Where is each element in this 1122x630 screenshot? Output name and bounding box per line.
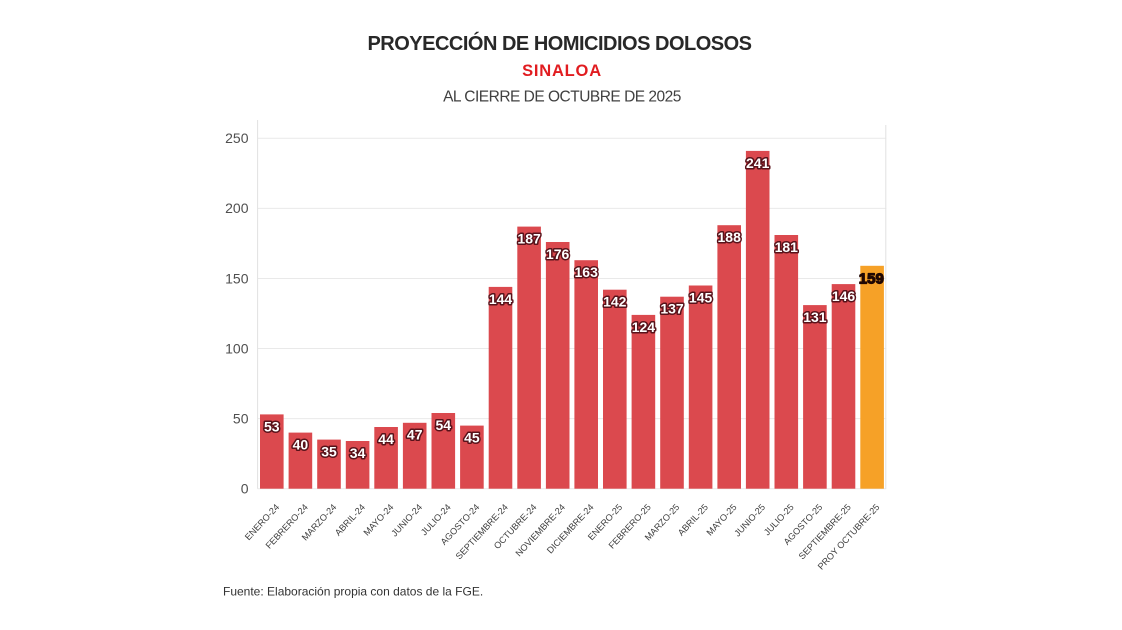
svg-text:146: 146 (832, 288, 856, 304)
svg-text:47: 47 (407, 427, 423, 443)
svg-text:AL CIERRE DE OCTUBRE DE 2025: AL CIERRE DE OCTUBRE DE 2025 (443, 88, 681, 105)
svg-text:142: 142 (603, 294, 627, 310)
svg-text:SINALOA: SINALOA (522, 62, 602, 80)
svg-text:241: 241 (746, 155, 770, 171)
svg-text:159: 159 (859, 270, 884, 287)
svg-text:100: 100 (225, 340, 249, 356)
svg-text:Fuente: Elaboración propia con: Fuente: Elaboración propia con datos de … (223, 585, 483, 599)
svg-text:0: 0 (241, 481, 249, 497)
svg-text:137: 137 (660, 301, 684, 317)
svg-text:PROYECCIÓN DE HOMICIDIOS DOLOS: PROYECCIÓN DE HOMICIDIOS DOLOSOS (367, 31, 751, 55)
svg-text:200: 200 (225, 200, 249, 216)
svg-text:250: 250 (225, 130, 249, 146)
svg-text:54: 54 (436, 417, 452, 433)
svg-text:163: 163 (575, 264, 599, 280)
svg-text:181: 181 (775, 239, 799, 255)
svg-text:145: 145 (689, 289, 713, 305)
svg-text:53: 53 (264, 418, 280, 434)
svg-text:176: 176 (546, 246, 570, 262)
svg-text:45: 45 (464, 430, 480, 446)
svg-text:34: 34 (350, 445, 366, 461)
svg-text:40: 40 (293, 437, 309, 453)
svg-text:131: 131 (803, 309, 827, 325)
svg-text:150: 150 (225, 270, 249, 286)
svg-text:50: 50 (233, 410, 249, 426)
svg-text:35: 35 (321, 444, 337, 460)
svg-text:124: 124 (632, 319, 656, 335)
svg-text:187: 187 (517, 231, 541, 247)
svg-text:188: 188 (718, 229, 742, 245)
svg-text:44: 44 (378, 431, 394, 447)
svg-text:144: 144 (489, 291, 513, 307)
